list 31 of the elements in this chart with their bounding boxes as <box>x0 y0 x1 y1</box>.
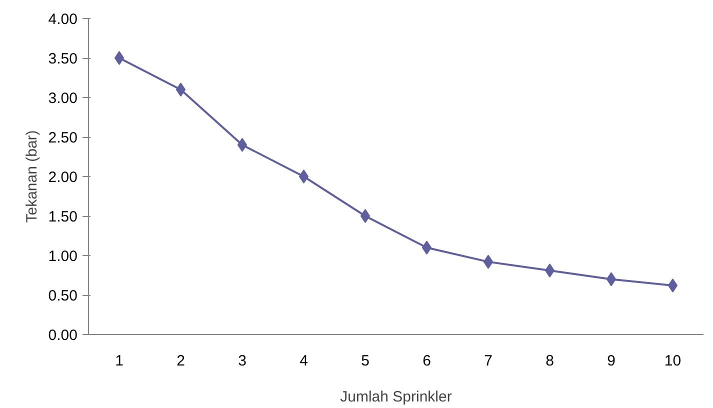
point <box>298 170 309 184</box>
x-tick-label: 9 <box>607 352 616 370</box>
x-tick-label: 10 <box>664 352 682 370</box>
y-tick-label: 2.50 <box>48 130 78 146</box>
x-tick-label: 1 <box>115 352 124 370</box>
y-tick-label: 2.00 <box>48 169 78 186</box>
y-tick-label: 4.00 <box>48 11 78 28</box>
point <box>114 51 124 65</box>
point <box>422 240 432 255</box>
point <box>176 82 186 97</box>
y-axis-title: Tekanan (bar) <box>23 130 40 223</box>
y-tick-label: 0.00 <box>48 327 78 344</box>
point <box>237 138 248 152</box>
y-tick-label: 1.50 <box>48 208 78 226</box>
x-axis-title: Jumlah Sprinkler <box>340 388 452 406</box>
x-tick-label: 7 <box>484 352 492 370</box>
x-tick-label: 4 <box>300 352 308 370</box>
x-tick-label: 6 <box>422 352 431 370</box>
x-tick-label: 3 <box>238 352 246 370</box>
x-tick-label: 2 <box>176 352 185 370</box>
point <box>544 264 555 278</box>
point <box>360 209 370 223</box>
y-tick-label: 3.50 <box>48 50 78 68</box>
y-tick-label: 1.00 <box>48 248 78 265</box>
x-tick-label: 5 <box>361 352 370 370</box>
point <box>483 254 494 269</box>
point <box>668 278 678 293</box>
x-tick-label: 8 <box>546 352 554 370</box>
y-tick-label: 0.50 <box>48 288 78 304</box>
point <box>606 272 616 286</box>
y-tick-label: 3.00 <box>48 90 78 107</box>
